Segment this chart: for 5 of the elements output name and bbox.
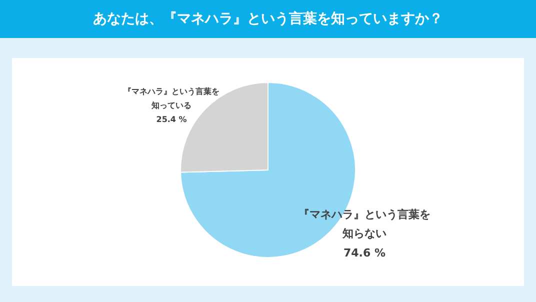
data-label: 25.4 % — [156, 114, 187, 124]
chart-title: あなたは、『マネハラ』という言葉を知っていますか？ — [0, 0, 536, 38]
data-label: 74.6 % — [343, 246, 386, 260]
slice-label: 『マネハラ』という言葉を知らない — [298, 208, 430, 240]
slice-label: 『マネハラ』という言葉を知っている — [124, 86, 220, 110]
